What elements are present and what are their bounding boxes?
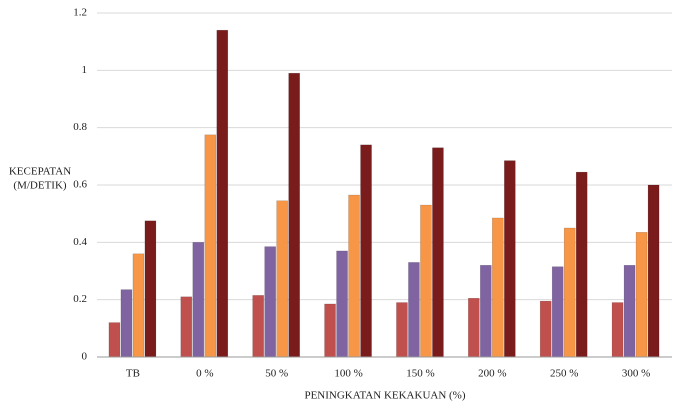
bar xyxy=(360,144,372,358)
x-tick-label: 150 % xyxy=(406,368,434,380)
x-tick-label: 100 % xyxy=(334,368,362,380)
bar xyxy=(551,266,564,358)
bar xyxy=(144,220,157,358)
bar xyxy=(396,302,408,358)
bar xyxy=(575,171,588,358)
x-tick-label: 50 % xyxy=(265,368,288,380)
bar xyxy=(468,297,480,358)
bar xyxy=(504,160,516,358)
bar xyxy=(216,29,229,358)
x-tick-label: TB xyxy=(126,368,140,380)
bar xyxy=(180,296,193,358)
bar xyxy=(132,253,145,358)
bar xyxy=(276,200,288,358)
bar xyxy=(204,134,217,358)
bar xyxy=(420,204,432,358)
bar xyxy=(539,300,552,358)
y-tick-label: 0 xyxy=(82,351,88,363)
y-tick-label: 1.2 xyxy=(73,7,87,19)
y-tick-label: 1 xyxy=(82,64,88,76)
y-tick-label: 0.6 xyxy=(73,179,87,191)
bar xyxy=(288,72,300,358)
y-tick-label: 0.2 xyxy=(73,293,87,305)
bar xyxy=(120,289,133,358)
bar xyxy=(611,302,624,358)
bar xyxy=(336,250,348,358)
x-tick-label: 250 % xyxy=(550,368,578,380)
bar xyxy=(623,265,636,358)
x-tick-label: 0 % xyxy=(196,368,213,380)
bar xyxy=(264,246,276,358)
bar xyxy=(635,232,648,358)
y-tick-label: 0.4 xyxy=(73,236,87,248)
bar xyxy=(348,194,360,358)
bar xyxy=(563,227,576,358)
x-tick-label: 200 % xyxy=(478,368,506,380)
bar xyxy=(492,217,504,358)
x-tick-label: 300 % xyxy=(622,368,650,380)
bar xyxy=(252,295,264,358)
bar xyxy=(324,303,336,358)
bar xyxy=(192,242,205,358)
x-axis-label: PENINGKATAN KEKAKUAN (%) xyxy=(304,390,465,402)
bar xyxy=(647,184,660,358)
y-tick-label: 0.8 xyxy=(73,121,87,133)
bar xyxy=(408,262,420,358)
y-axis-label: (M/DETIK) xyxy=(13,180,66,192)
bar xyxy=(480,265,492,358)
y-axis-label: KECEPATAN xyxy=(9,166,71,178)
bar xyxy=(432,147,444,358)
bar xyxy=(108,322,121,358)
